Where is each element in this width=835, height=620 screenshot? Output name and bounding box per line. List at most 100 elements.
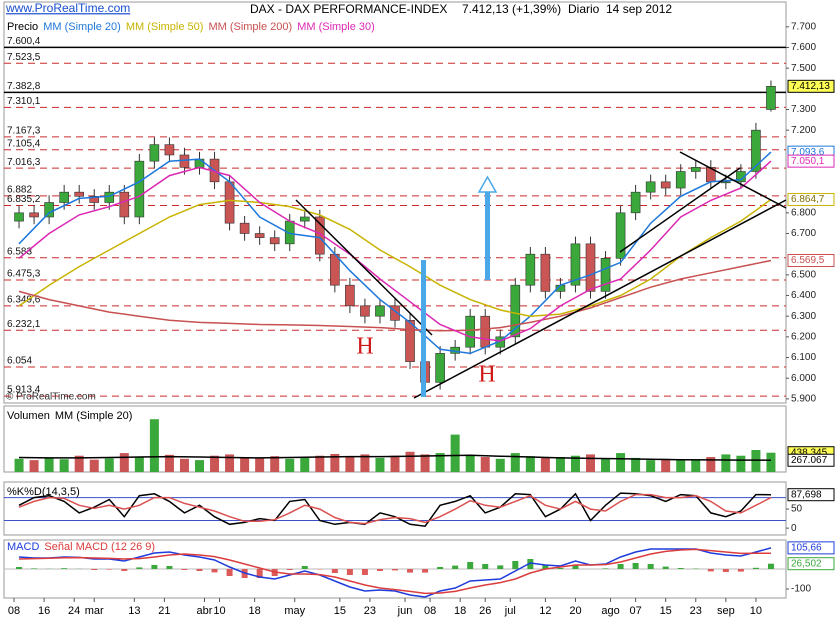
y-tick-label: 7.700 <box>791 21 816 32</box>
volume-bar <box>179 458 189 472</box>
volume-bar <box>29 460 39 472</box>
histogram-bar <box>467 562 474 569</box>
x-tick-label: sep <box>717 605 735 617</box>
y-tick-label: 6.300 <box>791 311 816 322</box>
y-tick-label: 6.800 <box>791 207 816 218</box>
x-tick-label: 26 <box>479 605 491 617</box>
candle-body <box>224 181 235 224</box>
legend-entry: Precio <box>7 21 38 33</box>
level-label: 6.349,6 <box>7 295 41 306</box>
series-line <box>18 454 772 461</box>
histogram-bar <box>226 569 233 576</box>
value-label: 26,502 <box>791 558 822 569</box>
candle-body <box>645 181 656 193</box>
histogram-bar <box>331 569 338 573</box>
value-label: 6.864,7 <box>791 194 825 205</box>
value-box <box>787 154 835 168</box>
candle-body <box>179 154 190 168</box>
histogram-bar <box>301 566 308 569</box>
volume-bar <box>661 458 671 472</box>
x-tick-label: 21 <box>158 605 170 617</box>
level-label: 6.835,2 <box>7 194 41 205</box>
histogram-bar <box>286 569 293 570</box>
value-label: 7.050,1 <box>791 156 825 167</box>
y-tick-label: 7.600 <box>791 42 816 53</box>
legend-entry: MM (Simple 30) <box>297 21 375 33</box>
x-tick-label: 23 <box>364 605 376 617</box>
value-label: 7.093,6 <box>791 147 825 158</box>
y-tick-label: 7.200 <box>791 125 816 136</box>
volume-bar <box>555 457 565 472</box>
volume-bar <box>315 455 325 472</box>
value-box <box>787 192 835 206</box>
series-line <box>18 548 771 595</box>
value-box <box>787 541 835 555</box>
histogram-bar <box>31 568 38 569</box>
volume-bar <box>570 455 580 472</box>
x-tick-label: jul <box>504 605 516 617</box>
x-tick-label: 18 <box>454 605 466 617</box>
candle-body <box>315 216 325 255</box>
candle-body <box>269 237 280 245</box>
volume-bar <box>751 450 761 472</box>
y-tick-label: 6.400 <box>791 290 816 301</box>
histogram-bar <box>136 567 143 569</box>
volume-bar <box>721 454 731 472</box>
series-line <box>18 259 772 332</box>
histogram-bar <box>376 569 383 571</box>
y-tick-label: 5.900 <box>791 394 816 405</box>
candle-body <box>570 243 581 286</box>
volume-bar <box>601 458 611 472</box>
candle-body <box>615 212 626 259</box>
volume-bar <box>59 459 69 472</box>
x-tick-label: 15 <box>334 605 346 617</box>
candle-body <box>675 171 686 189</box>
y-tick-label: 7.300 <box>791 104 816 115</box>
volume-bar <box>495 458 505 472</box>
legend-entry: Volumen <box>7 410 50 422</box>
volume-bar <box>44 457 54 472</box>
value-label: 7.412,13 <box>791 81 830 92</box>
histogram-bar <box>91 569 98 570</box>
volume-bar <box>210 455 220 472</box>
panel <box>3 481 787 536</box>
histogram-bar <box>361 569 368 575</box>
series-line <box>18 547 772 598</box>
y-tick-label: 6.200 <box>791 331 816 342</box>
histogram-bar <box>647 564 654 569</box>
candle-body <box>525 253 536 286</box>
marker-bar <box>421 260 426 397</box>
volume-bar <box>270 456 280 472</box>
volume-bar <box>300 457 310 472</box>
candle-body <box>630 191 641 214</box>
candle-body <box>405 320 415 362</box>
series-line <box>18 198 772 317</box>
histogram-bar <box>437 567 444 569</box>
volume-bar <box>465 455 475 472</box>
pattern-label: H <box>356 334 373 360</box>
value-box <box>787 79 835 93</box>
pattern-label: H <box>478 362 495 388</box>
histogram-bar <box>752 567 759 569</box>
legend-entry: MM (Simple 20) <box>55 410 133 422</box>
chart-subtitle: 7.412,13 (+1,39%) <box>462 2 561 16</box>
chart-title: DAX - DAX PERFORMANCE-INDEX <box>250 2 447 16</box>
series-line <box>18 151 772 355</box>
candle-body <box>465 315 475 348</box>
volume-bar <box>706 457 716 472</box>
y-tick-label: 50 <box>791 504 803 515</box>
trend-line <box>679 151 787 209</box>
value-label: 87,698 <box>791 489 822 500</box>
candle-body <box>435 353 445 383</box>
trend-line <box>295 199 433 336</box>
histogram-bar <box>256 569 263 578</box>
copyright: © ProRealTime.com <box>6 392 96 403</box>
volume-bar <box>330 453 340 472</box>
series-line <box>18 160 772 342</box>
histogram-bar <box>737 569 744 572</box>
legend-entry: MM (Simple 50) <box>126 21 204 33</box>
candle-body <box>74 191 84 197</box>
histogram-bar <box>452 565 459 569</box>
x-tick-label: 10 <box>213 605 225 617</box>
